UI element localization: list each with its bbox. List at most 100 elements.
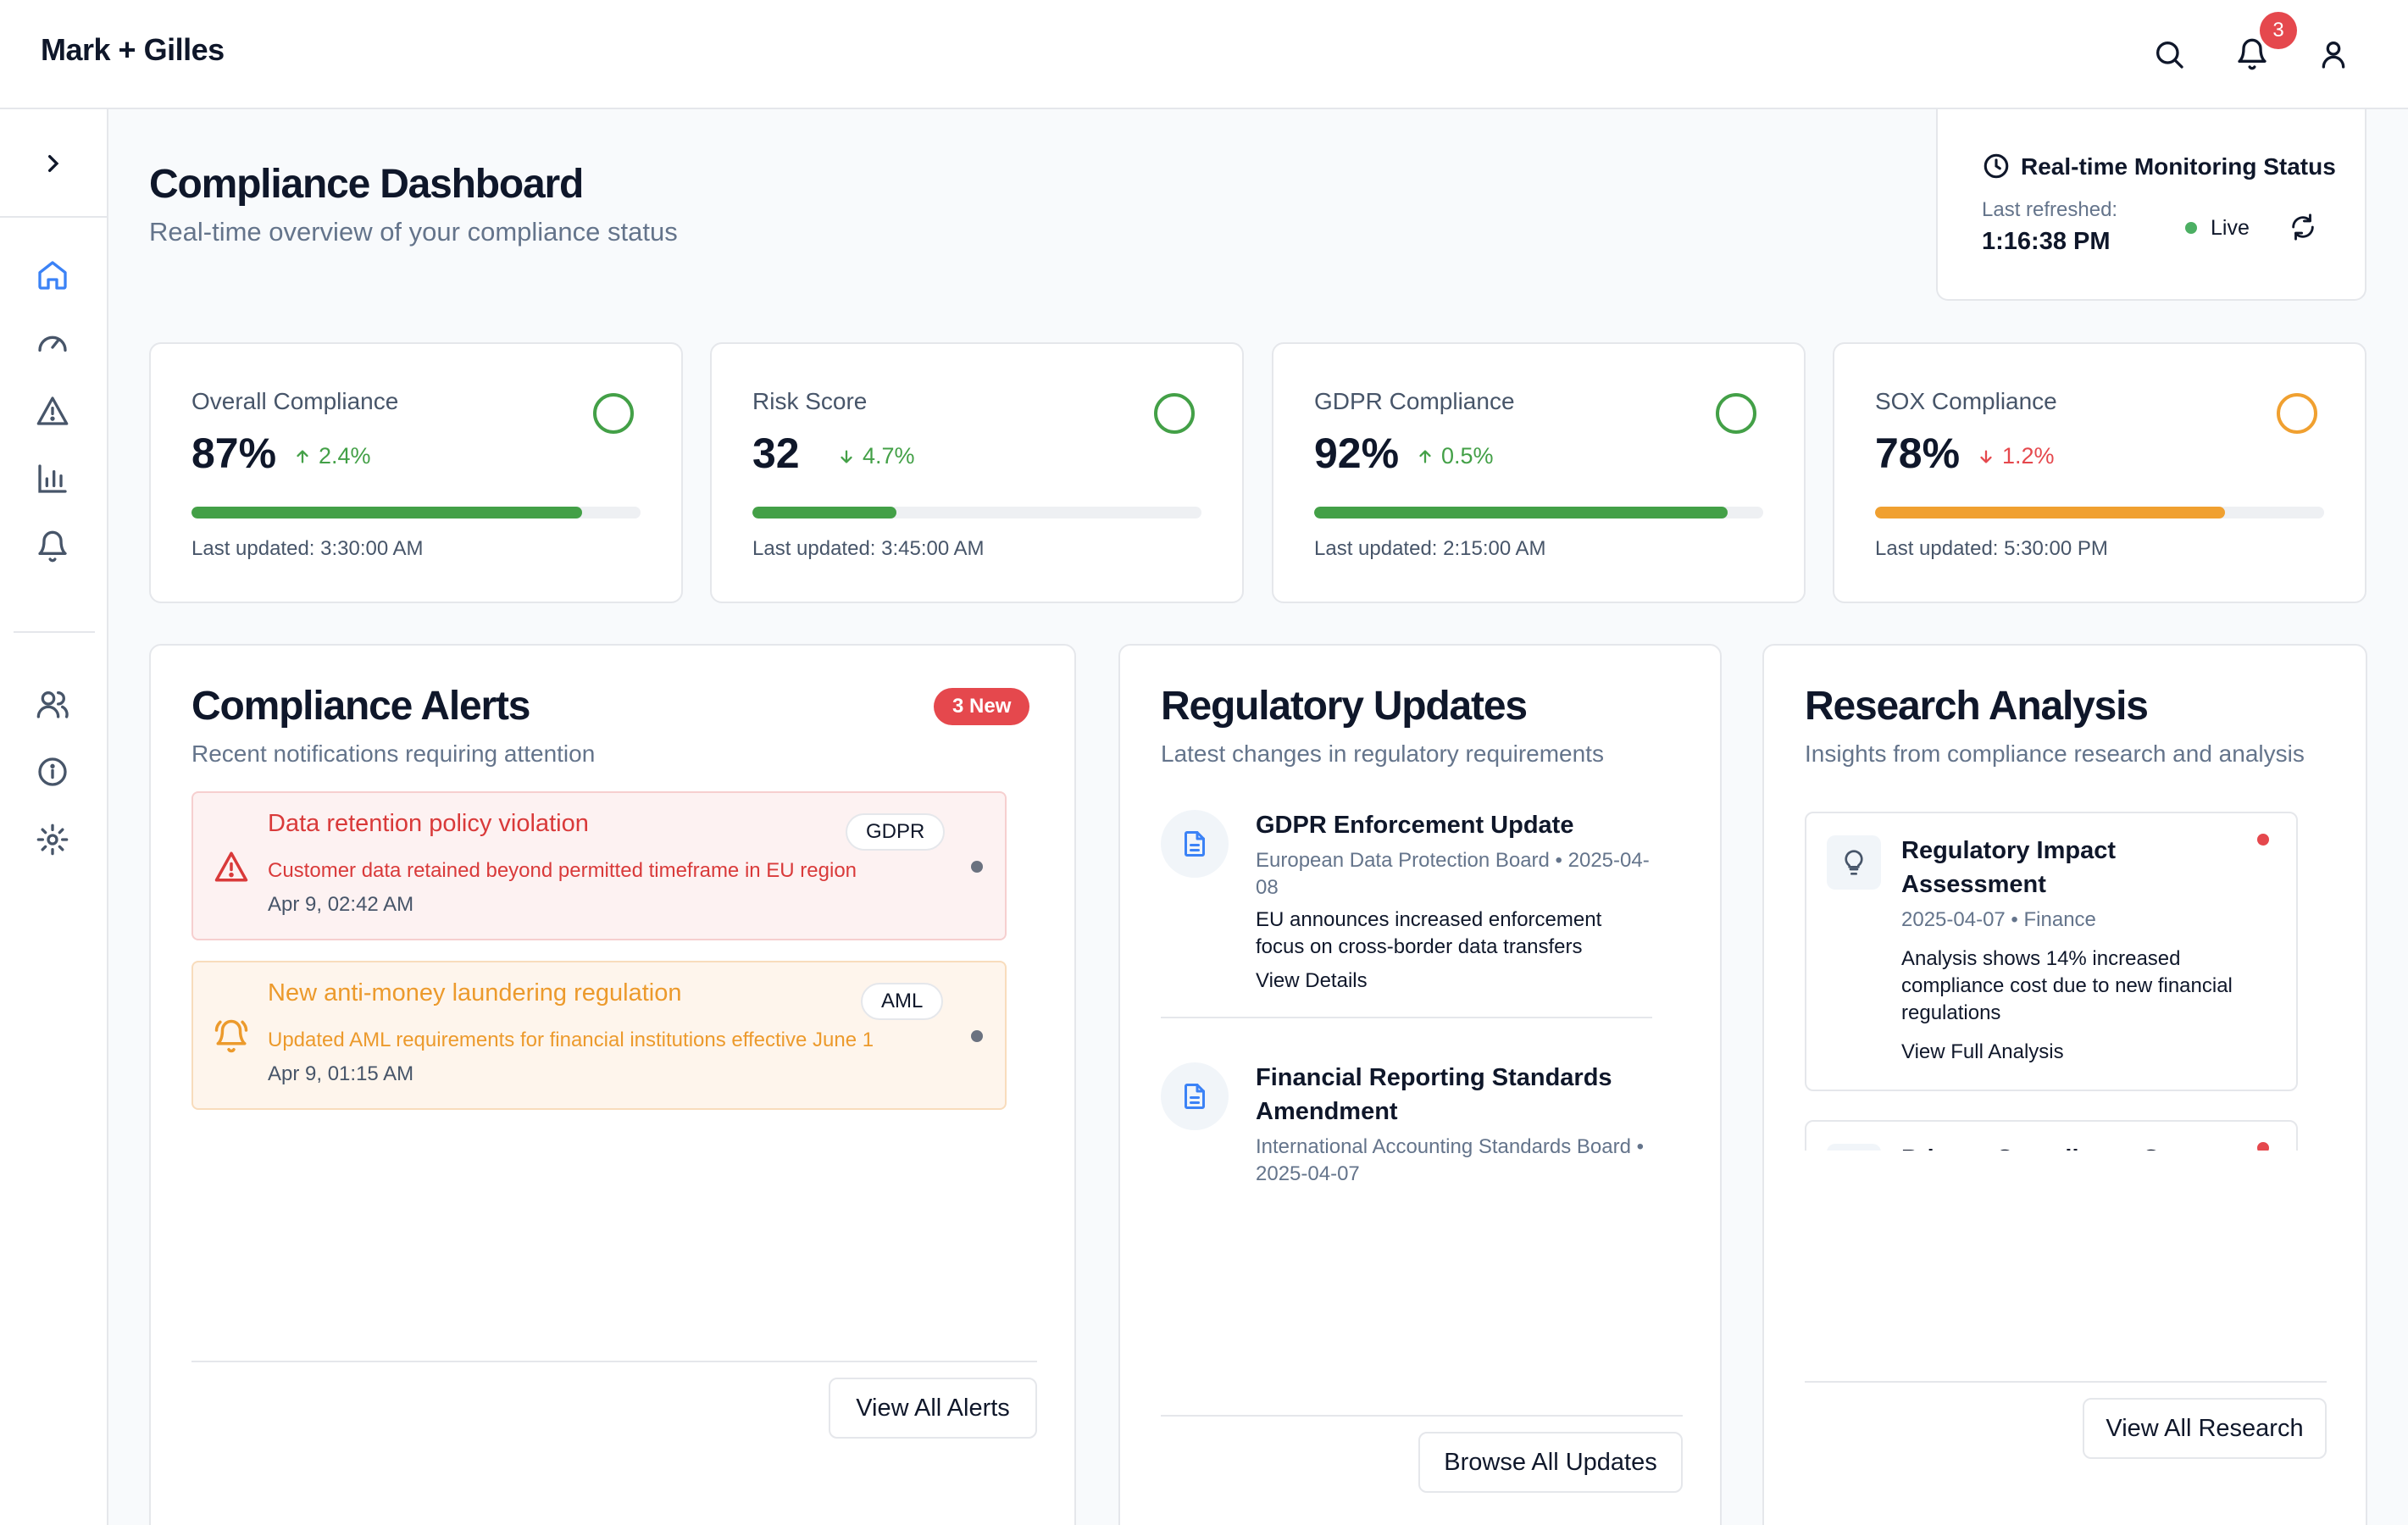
- alert-item[interactable]: New anti-money laundering regulation AML…: [191, 961, 1007, 1110]
- metric-title: Risk Score: [752, 388, 868, 414]
- sidebar-divider: [0, 216, 108, 218]
- metric-progress-fill: [191, 507, 583, 518]
- unread-indicator: [971, 1030, 983, 1042]
- browse-all-updates-button[interactable]: Browse All Updates: [1418, 1432, 1683, 1493]
- research-item[interactable]: Regulatory Impact Assessment 2025-04-07 …: [1805, 812, 2298, 1091]
- monitoring-status-card: Real-time Monitoring Status Last refresh…: [1936, 109, 2366, 301]
- alerts-divider: [191, 1361, 1037, 1362]
- view-details-link[interactable]: View Details: [1256, 969, 1368, 992]
- alert-time: Apr 9, 01:15 AM: [268, 1062, 414, 1085]
- research-list[interactable]: Regulatory Impact Assessment 2025-04-07 …: [1805, 812, 2330, 1151]
- metric-change: 4.7%: [837, 443, 915, 469]
- alerts-list[interactable]: Data retention policy violation GDPR Cus…: [191, 791, 1007, 1130]
- status-ring-icon: [1154, 393, 1195, 434]
- update-item[interactable]: GDPR Enforcement Update European Data Pr…: [1161, 791, 1652, 1037]
- update-separator: [1161, 1017, 1652, 1018]
- compliance-alerts-panel: Compliance Alerts 3 New Recent notificat…: [149, 644, 1076, 1525]
- page-title: Compliance Dashboard: [149, 162, 584, 207]
- alert-tag: AML: [861, 983, 944, 1020]
- metric-change-value: 4.7%: [863, 443, 915, 469]
- lightbulb-icon: [1827, 1144, 1881, 1151]
- metric-progress-fill: [752, 507, 896, 518]
- metric-card[interactable]: Overall Compliance 87% 2.4% Last updated…: [149, 342, 683, 603]
- home-icon[interactable]: [36, 258, 69, 292]
- research-divider: [1805, 1381, 2327, 1383]
- status-ring-icon: [593, 393, 634, 434]
- update-meta: International Accounting Standards Board…: [1256, 1135, 1645, 1181]
- metric-progress-bar: [191, 507, 641, 518]
- alert-title: New anti-money laundering regulation: [268, 979, 682, 1006]
- unread-indicator: [971, 861, 983, 873]
- metric-change-value: 2.4%: [319, 443, 371, 469]
- alert-item[interactable]: Data retention policy violation GDPR Cus…: [191, 791, 1007, 940]
- clock-icon: [1982, 152, 2011, 180]
- gear-icon[interactable]: [36, 823, 69, 857]
- alerts-subtitle: Recent notifications requiring attention: [191, 740, 596, 767]
- alert-description: Updated AML requirements for financial i…: [268, 1029, 874, 1051]
- search-icon[interactable]: [2152, 37, 2186, 71]
- alert-title: Data retention policy violation: [268, 810, 589, 837]
- metric-title: GDPR Compliance: [1314, 388, 1515, 414]
- metric-card[interactable]: SOX Compliance 78% 1.2% Last updated: 5:…: [1833, 342, 2366, 603]
- info-icon[interactable]: [36, 755, 69, 789]
- metric-last-updated: Last updated: 3:45:00 AM: [752, 537, 985, 560]
- bell-icon[interactable]: [2235, 37, 2269, 71]
- research-description: Analysis shows 14% increased compliance …: [1901, 947, 2233, 1024]
- brand-logo[interactable]: Mark + Gilles: [41, 32, 225, 67]
- alert-description: Customer data retained beyond permitted …: [268, 859, 857, 882]
- alerts-title: Compliance Alerts: [191, 684, 530, 729]
- gauge-icon[interactable]: [36, 326, 69, 360]
- metric-last-updated: Last updated: 2:15:00 AM: [1314, 537, 1546, 560]
- view-all-alerts-button[interactable]: View All Alerts: [829, 1378, 1037, 1439]
- last-refreshed-time: 1:16:38 PM: [1982, 228, 2111, 255]
- page-subtitle: Real-time overview of your compliance st…: [149, 217, 678, 247]
- metric-last-updated: Last updated: 3:30:00 AM: [191, 537, 424, 560]
- metric-card[interactable]: Risk Score 32 4.7% Last updated: 3:45:00…: [710, 342, 1244, 603]
- metric-last-updated: Last updated: 5:30:00 PM: [1875, 537, 2108, 560]
- metric-card[interactable]: GDPR Compliance 92% 0.5% Last updated: 2…: [1272, 342, 1806, 603]
- metric-value: 87%: [191, 430, 277, 477]
- users-icon[interactable]: [36, 687, 69, 721]
- refresh-icon[interactable]: [2289, 213, 2317, 241]
- metric-change: 0.5%: [1416, 443, 1494, 469]
- live-status-label: Live: [2211, 216, 2250, 240]
- metric-title: SOX Compliance: [1875, 388, 2057, 414]
- metric-progress-bar: [1875, 507, 2324, 518]
- update-meta: European Data Protection Board • 2025-04…: [1256, 849, 1650, 899]
- research-subtitle: Insights from compliance research and an…: [1805, 740, 2305, 767]
- warning-triangle-icon[interactable]: [36, 394, 69, 428]
- update-item[interactable]: Financial Reporting Standards Amendment …: [1161, 1044, 1652, 1181]
- sidebar: [0, 109, 108, 1525]
- update-description: EU announces increased enforcement focus…: [1256, 908, 1602, 958]
- top-bar: Mark + Gilles 3: [0, 0, 2408, 109]
- metric-progress-bar: [1314, 507, 1763, 518]
- view-all-research-button[interactable]: View All Research: [2083, 1398, 2327, 1459]
- chevron-right-icon[interactable]: [36, 147, 69, 180]
- warning-triangle-icon: [214, 849, 249, 884]
- metric-change-value: 0.5%: [1441, 443, 1494, 469]
- metric-value: 78%: [1875, 430, 1961, 477]
- updates-list[interactable]: GDPR Enforcement Update European Data Pr…: [1161, 791, 1723, 1181]
- user-icon[interactable]: [2316, 37, 2350, 71]
- view-full-analysis-link[interactable]: View Full Analysis: [1901, 1040, 2064, 1063]
- bell-icon[interactable]: [36, 530, 69, 563]
- metric-change-value: 1.2%: [2002, 443, 2055, 469]
- regulatory-updates-panel: Regulatory Updates Latest changes in reg…: [1118, 644, 1722, 1525]
- research-item[interactable]: Privacy Compliance Gap Analysis 2025-04-…: [1805, 1120, 2298, 1151]
- status-ring-icon: [1716, 393, 1756, 434]
- metric-change: 1.2%: [1977, 443, 2055, 469]
- bar-chart-icon[interactable]: [36, 462, 69, 496]
- research-meta: 2025-04-07 • Finance: [1901, 908, 2096, 931]
- priority-indicator: [2257, 1142, 2269, 1151]
- metric-progress-fill: [1314, 507, 1728, 518]
- new-alerts-badge: 3 New: [934, 688, 1030, 725]
- document-icon: [1161, 810, 1229, 878]
- metric-change: 2.4%: [293, 443, 371, 469]
- research-analysis-panel: Research Analysis Insights from complian…: [1762, 644, 2367, 1525]
- live-status-dot: [2185, 222, 2197, 234]
- research-title: Regulatory Impact Assessment: [1901, 837, 2116, 898]
- update-title: Financial Reporting Standards Amendment: [1256, 1064, 1612, 1125]
- research-title: Research Analysis: [1805, 684, 2149, 729]
- priority-indicator: [2257, 834, 2269, 846]
- update-title: GDPR Enforcement Update: [1256, 812, 1574, 839]
